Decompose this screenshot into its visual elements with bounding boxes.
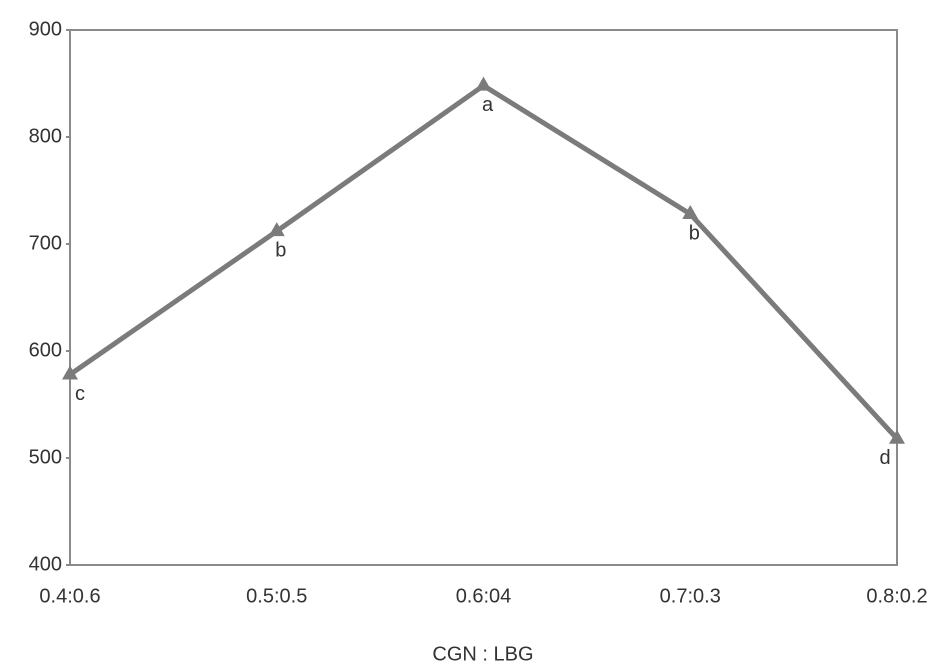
point-label: b xyxy=(689,222,700,244)
y-tick-label: 400 xyxy=(29,553,62,575)
series-line xyxy=(70,86,897,439)
y-tick-label: 600 xyxy=(29,339,62,361)
x-axis-title: CGN : LBG xyxy=(432,643,533,665)
x-tick-label: 0.7:0.3 xyxy=(660,585,721,607)
point-label: d xyxy=(879,447,890,469)
x-tick-label: 0.6:04 xyxy=(456,585,512,607)
x-tick-label: 0.8:0.2 xyxy=(866,585,927,607)
y-tick-label: 800 xyxy=(29,125,62,147)
chart: CGN : LBG 400 500 600 700 800 900 0.4:0.6 0.5:0… xyxy=(0,0,941,670)
x-tick-label: 0.5:0.5 xyxy=(246,585,307,607)
y-tick-label: 900 xyxy=(29,18,62,40)
y-tick-label: 500 xyxy=(29,446,62,468)
y-tick-label: 700 xyxy=(29,232,62,254)
point-label: c xyxy=(75,383,85,405)
point-label: b xyxy=(275,239,286,261)
point-label: a xyxy=(482,94,494,116)
point-marker xyxy=(476,77,492,91)
x-tick-label: 0.4:0.6 xyxy=(39,585,100,607)
page: CGN : LBG 400 500 600 700 800 900 0.4:0.6 0.5:0… xyxy=(0,0,941,670)
